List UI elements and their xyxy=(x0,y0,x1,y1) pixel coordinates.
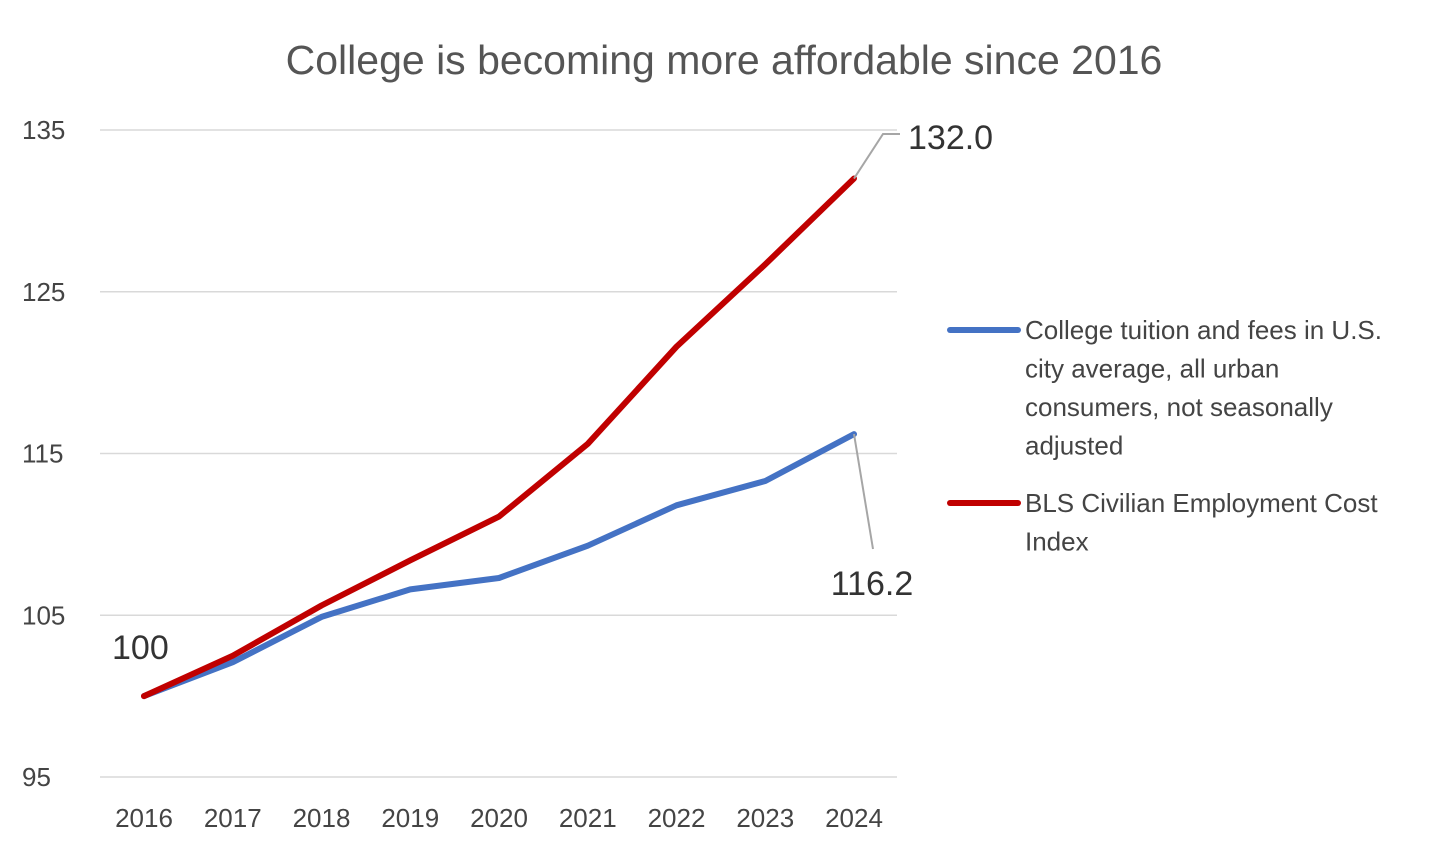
data-point xyxy=(407,586,413,592)
x-tick-label: 2021 xyxy=(559,803,617,833)
x-tick-label: 2022 xyxy=(648,803,706,833)
data-point xyxy=(585,543,591,549)
data-label-red-end: 132.0 xyxy=(908,119,993,157)
data-point xyxy=(496,575,502,581)
data-point xyxy=(319,614,324,620)
y-tick-label: 105 xyxy=(22,600,65,630)
legend: College tuition and fees in U.S. city ave… xyxy=(947,315,1382,557)
gridlines xyxy=(100,129,897,778)
series-line-1 xyxy=(141,431,857,700)
series-lines xyxy=(141,175,857,700)
legend-item-2: BLS Civilian Employment Cost Index xyxy=(947,488,1378,557)
data-point xyxy=(585,441,591,447)
data-point xyxy=(762,478,768,484)
x-axis-tick-labels: 2016 2017 2018 2019 2020 2021 2022 2023 2024 xyxy=(115,803,883,833)
data-point xyxy=(230,659,236,665)
data-label-start: 100 xyxy=(112,629,169,667)
y-tick-label: 135 xyxy=(22,115,65,145)
y-axis-tick-labels: 95 105 115 125 135 xyxy=(22,115,65,792)
data-annotations: 100 132.0 116.2 xyxy=(112,119,993,667)
legend-label: city average, all urban xyxy=(1025,354,1279,384)
x-tick-label: 2019 xyxy=(381,803,439,833)
legend-label: BLS Civilian Employment Cost xyxy=(1025,488,1378,518)
data-point xyxy=(674,344,679,350)
legend-label: College tuition and fees in U.S. xyxy=(1025,315,1382,345)
y-tick-label: 125 xyxy=(22,277,65,307)
legend-item-1: College tuition and fees in U.S. city ave… xyxy=(947,315,1382,461)
data-point xyxy=(319,603,324,609)
x-tick-label: 2018 xyxy=(293,803,351,833)
legend-label: Index xyxy=(1025,527,1089,557)
x-tick-label: 2024 xyxy=(825,803,883,833)
data-point xyxy=(674,502,679,508)
x-tick-label: 2017 xyxy=(204,803,262,833)
x-tick-label: 2020 xyxy=(470,803,528,833)
leader-line-blue xyxy=(853,433,874,550)
data-point xyxy=(407,557,413,563)
chart-title: College is becoming more affordable sinc… xyxy=(286,37,1163,83)
legend-label: consumers, not seasonally xyxy=(1025,392,1333,422)
y-tick-label: 95 xyxy=(22,762,51,792)
data-label-blue-end: 116.2 xyxy=(831,565,914,603)
y-tick-label: 115 xyxy=(22,439,63,469)
leader-line-red xyxy=(853,133,900,180)
x-tick-label: 2016 xyxy=(115,803,173,833)
legend-label: adjusted xyxy=(1025,431,1123,461)
data-point xyxy=(141,693,147,699)
data-point xyxy=(496,514,502,520)
data-point xyxy=(230,653,236,659)
data-point xyxy=(762,261,768,267)
x-tick-label: 2023 xyxy=(736,803,794,833)
series-line-2 xyxy=(141,175,857,700)
